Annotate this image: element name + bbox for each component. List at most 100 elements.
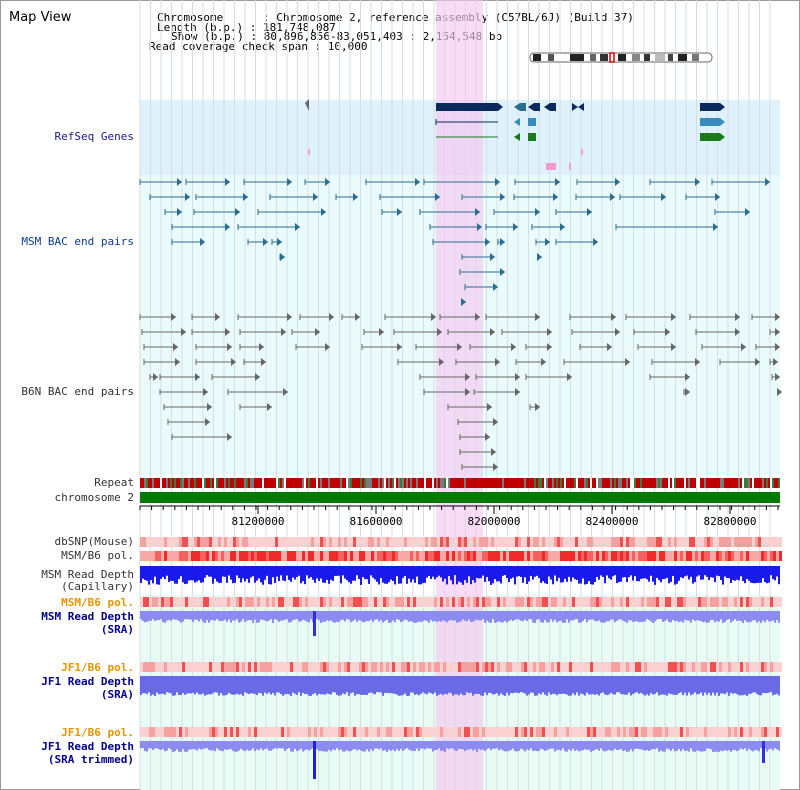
jf1-b6-pol-2-cell [290,727,293,737]
track-label-msm-depth-sra[interactable]: MSM Read Depth [41,610,134,623]
msm-b6-pol-2-cell [446,597,449,607]
jf1-b6-pol-cell [779,662,782,672]
msm-b6-pol-2-cell [605,597,608,607]
jf1-b6-pol-2-cell [335,727,338,737]
msm-b6-pol-cell [461,551,464,561]
jf1-b6-pol-2-cell [737,727,740,737]
msm-depth-sra-bar [560,611,562,621]
jf1-b6-pol-cell [233,662,236,672]
jf1-depth-sra-bar [628,676,630,693]
msm-b6-pol-2-cell [311,597,314,607]
msm-b6-pol-2-cell [236,597,239,607]
msm-depth-cap-bar [756,566,758,583]
jf1-b6-pol-2-cell [776,727,779,737]
jf1-b6-pol-2-cell [659,727,662,737]
jf1-depth-sra-bar [588,676,590,695]
msm-depth-sra-bar [162,611,164,623]
gene-mark [569,163,571,170]
track-label-refseq[interactable]: RefSeq Genes [54,130,134,143]
msm-pair-arrow [500,238,505,246]
track-label-msm-b6-pol-2[interactable]: MSM/B6 pol. [61,596,134,609]
msm-b6-pol-cell [290,551,293,561]
jf1-b6-pol-cell [668,662,671,672]
msm-pair-arrow [225,178,230,186]
msm-depth-sra-bar [222,611,224,621]
jf1-depth-trim-bar [430,741,432,749]
jf1-depth-sra-bar [584,676,586,696]
jf1-b6-pol-2-cell [305,727,308,737]
msm-b6-pol-cell [737,551,740,561]
jf1-depth-trim-bar [676,741,678,751]
track-label-msm-depth-cap[interactable]: MSM Read Depth [41,568,134,581]
msm-depth-cap-bar [490,566,492,585]
msm-b6-pol-2-cell [380,597,383,607]
dbsnp-cell [359,537,362,547]
jf1-b6-pol-2-cell [221,727,224,737]
msm-depth-cap-bar [426,566,428,578]
msm-depth-cap-bar [564,566,566,579]
jf1-b6-pol-2-cell [578,727,581,737]
msm-depth-sra-bar [382,611,384,623]
msm-depth-sra-bar [764,611,766,623]
msm-pair-arrow [535,208,540,216]
jf1-depth-trim-bar [558,741,560,750]
axis-tick-label: 82000000 [468,515,521,528]
dbsnp-cell [173,537,176,547]
jf1-depth-trim-bar [526,741,528,750]
jf1-depth-trim-bar [216,741,218,749]
jf1-b6-pol-cell [608,662,611,672]
msm-depth-cap-bar [624,566,626,578]
track-label-dbsnp[interactable]: dbSNP(Mouse) [54,535,134,548]
jf1-b6-pol-2-cell [299,727,302,737]
track-label-b6n-bac[interactable]: B6N BAC end pairs [21,385,134,398]
msm-depth-cap-bar [150,566,152,581]
b6n-pair-arrow [437,328,442,336]
msm-b6-pol-cell [683,551,686,561]
jf1-b6-pol-2-cell [758,727,761,737]
jf1-b6-pol-cell [200,662,203,672]
jf1-depth-sra-bar [686,676,688,696]
track-label-jf1-b6-pol-2[interactable]: JF1/B6 pol. [61,726,134,739]
msm-depth-sra-bar [718,611,720,622]
msm-pair-arrow [295,223,300,231]
msm-depth-cap-bar [388,566,390,583]
track-label-jf1-b6-pol[interactable]: JF1/B6 pol. [61,661,134,674]
jf1-depth-sra-bar [552,676,554,694]
jf1-depth-trim-bar [630,741,632,750]
jf1-b6-pol-cell [296,662,299,672]
msm-depth-cap-bar [404,566,406,577]
track-label-msm-b6-pol[interactable]: MSM/B6 pol. [61,549,134,562]
b6n-pair-arrow [615,328,620,336]
jf1-depth-sra-bar [680,676,682,693]
msm-b6-pol-2-cell [758,597,761,607]
jf1-depth-sra-bar [156,676,158,693]
msm-depth-sra-bar [266,611,268,622]
msm-b6-pol-cell [308,551,311,561]
msm-b6-pol-cell [257,551,260,561]
msm-b6-pol-cell [164,551,167,561]
msm-b6-pol-cell [332,551,335,561]
msm-b6-pol-2-cell [308,597,311,607]
track-label-jf1-depth-trim[interactable]: JF1 Read Depth [41,740,134,753]
msm-depth-sra-bar [346,611,348,620]
jf1-b6-pol-cell [578,662,581,672]
jf1-depth-trim-bar [504,741,506,752]
msm-depth-cap-bar [558,566,560,578]
jf1-depth-sra-bar [344,676,346,695]
msm-depth-sra-bar [600,611,602,623]
jf1-b6-pol-cell [749,662,752,672]
msm-depth-sra-bar [240,611,242,622]
jf1-b6-pol-cell [725,662,728,672]
jf1-b6-pol-cell [620,662,623,672]
msm-depth-sra-bar [674,611,676,622]
jf1-b6-pol-cell [740,662,743,672]
repeat-element [742,478,744,488]
msm-depth-cap-bar [634,566,636,577]
jf1-depth-trim-bar [376,741,378,749]
jf1-b6-pol-cell [665,662,668,672]
msm-depth-sra-bar [148,611,150,621]
msm-b6-pol-cell [698,551,701,561]
track-label-jf1-depth-sra[interactable]: JF1 Read Depth [41,675,134,688]
track-label-msm-bac[interactable]: MSM BAC end pairs [21,235,134,248]
